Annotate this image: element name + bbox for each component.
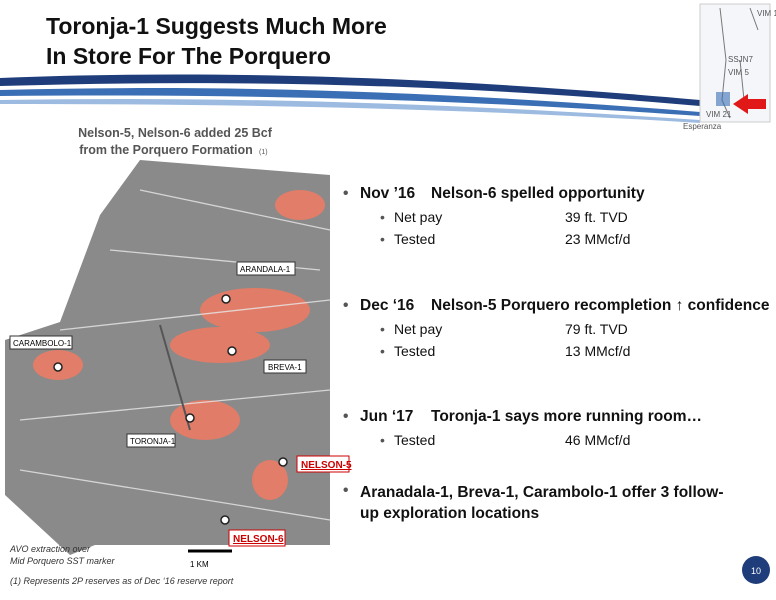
map-caption: from the Porquero Formation bbox=[79, 143, 253, 157]
inset-label: VIM 5 bbox=[728, 68, 749, 77]
well-label: ARANDALA-1 bbox=[240, 265, 291, 274]
map-caption-note: (1) bbox=[259, 149, 268, 156]
bullet-text: Aranadala-1, Breva-1, Carambolo-1 offer … bbox=[360, 484, 724, 522]
map-note: Mid Porquero SST marker bbox=[10, 556, 116, 566]
sub-dot: • bbox=[380, 343, 385, 359]
item-label: Net pay bbox=[394, 209, 443, 225]
sub-dot: • bbox=[380, 209, 385, 225]
well-label: CARAMBOLO-1 bbox=[13, 339, 72, 348]
well-path bbox=[159, 324, 191, 431]
map-note: AVO extraction over bbox=[9, 544, 91, 554]
seismic-map bbox=[5, 160, 330, 555]
bullet-dot: • bbox=[343, 297, 349, 314]
item-value: 79 ft. TVD bbox=[565, 321, 628, 337]
bullet-date: Nov ’16 bbox=[360, 185, 416, 202]
footnote: (1) Represents 2P reserves as of Dec ‘16… bbox=[10, 576, 234, 586]
block bbox=[716, 92, 730, 106]
faults bbox=[19, 189, 331, 521]
bullet-text: Nelson-5 Porquero recompletion ↑ confide… bbox=[431, 297, 770, 314]
page-number: 10 bbox=[751, 566, 761, 576]
page-badge bbox=[742, 556, 770, 584]
title: Toronja-1 Suggests Much More bbox=[46, 13, 387, 39]
inset-label: VIM 21 bbox=[706, 110, 732, 119]
sub-dot: • bbox=[380, 231, 385, 247]
sub-dot: • bbox=[380, 321, 385, 337]
wells bbox=[53, 294, 288, 525]
item-label: Tested bbox=[394, 432, 436, 448]
item-value: 46 MMcf/d bbox=[565, 432, 631, 448]
scale-label: 1 KM bbox=[190, 560, 209, 569]
item-value: 23 MMcf/d bbox=[565, 231, 631, 247]
item-label: Tested bbox=[394, 231, 436, 247]
bullet-date: Dec ‘16 bbox=[360, 297, 415, 314]
inset-label: SSJN7 bbox=[728, 55, 753, 64]
bullet-dot: • bbox=[343, 408, 349, 425]
sub-dot: • bbox=[380, 432, 385, 448]
inset-label: VIM 19 bbox=[757, 9, 776, 18]
well-label: NELSON-5 bbox=[301, 460, 352, 471]
bullet-date: Jun ‘17 bbox=[360, 408, 414, 425]
well-label: BREVA-1 bbox=[268, 363, 302, 372]
bullet-text: Toronja-1 says more running room… bbox=[431, 408, 703, 425]
map-caption: Nelson-5, Nelson-6 added 25 Bcf bbox=[78, 126, 273, 140]
swoosh bbox=[0, 88, 700, 116]
bullet-dot: • bbox=[343, 185, 349, 202]
item-label: Net pay bbox=[394, 321, 443, 337]
well-label: NELSON-6 bbox=[233, 534, 284, 545]
title: In Store For The Porquero bbox=[46, 43, 331, 69]
bullet-text: Nelson-6 spelled opportunity bbox=[431, 185, 645, 202]
inset-label: Esperanza bbox=[683, 122, 722, 131]
item-value: 39 ft. TVD bbox=[565, 209, 628, 225]
well-labels: ARANDALA-1 CARAMBOLO-1 BREVA-1 TORONJA-1… bbox=[9, 261, 352, 547]
swoosh bbox=[0, 74, 700, 106]
swoosh bbox=[0, 98, 700, 123]
item-value: 13 MMcf/d bbox=[565, 343, 631, 359]
arrow bbox=[733, 94, 766, 114]
bullet-dot: • bbox=[343, 482, 349, 499]
item-label: Tested bbox=[394, 343, 436, 359]
well-label: TORONJA-1 bbox=[130, 437, 176, 446]
